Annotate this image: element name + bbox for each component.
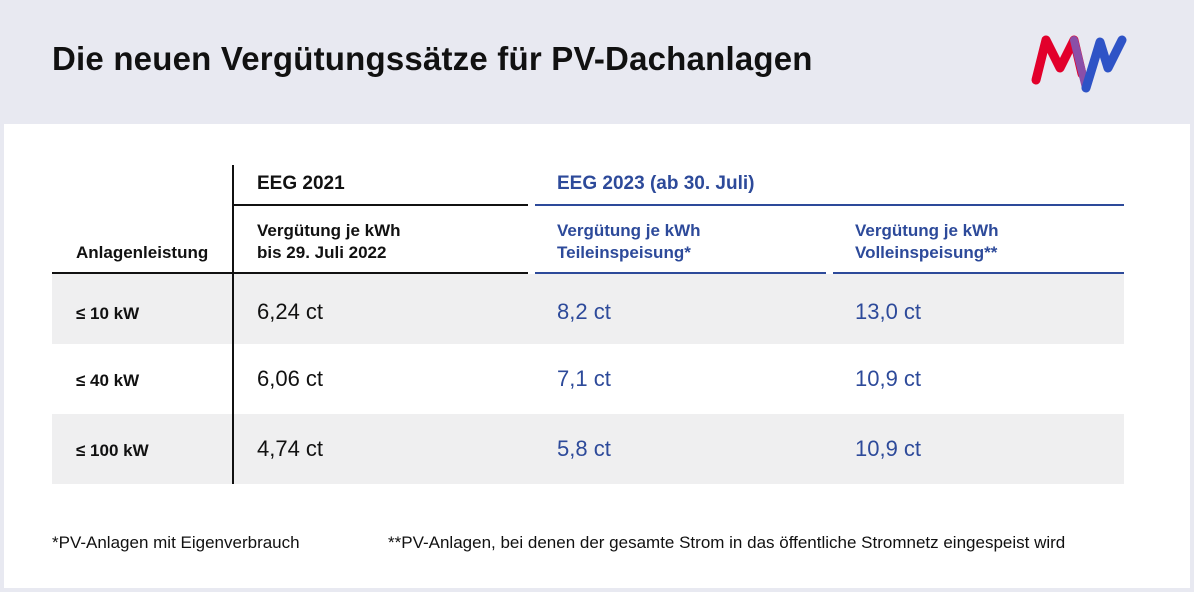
- eeg2021-caption-rule: [234, 204, 528, 206]
- table-card: [4, 124, 1190, 588]
- row-label: ≤ 10 kW: [76, 304, 140, 323]
- teil-value: 5,8 ct: [557, 436, 611, 461]
- teil-value: 8,2 ct: [557, 299, 611, 324]
- voll-sub-line2: Volleinspeisung**: [855, 243, 998, 262]
- mvv-logo-icon: [1031, 35, 1127, 93]
- eeg2021-sub-line2: bis 29. Juli 2022: [257, 243, 387, 262]
- eeg2021-value: 6,06 ct: [257, 366, 324, 391]
- col-label-header: Anlagenleistung: [76, 243, 209, 262]
- eeg2021-caption: EEG 2021: [257, 173, 345, 194]
- eeg2023-caption-rule: [535, 204, 1124, 206]
- eeg2021-sub-header: Vergütung je kWh bis 29. Juli 2022: [257, 220, 401, 264]
- row-label: ≤ 100 kW: [76, 441, 149, 460]
- eeg2021-sub-line1: Vergütung je kWh: [257, 221, 401, 240]
- header-rule-teil: [535, 272, 826, 274]
- teil-sub-line2: Teileinspeisung*: [557, 243, 691, 262]
- table-row-shade: [52, 274, 1124, 344]
- eeg2023-caption: EEG 2023 (ab 30. Juli): [557, 173, 755, 194]
- eeg2021-value: 6,24 ct: [257, 299, 324, 324]
- header-rule-left: [52, 272, 528, 274]
- teil-sub-header: Vergütung je kWh Teileinspeisung*: [557, 220, 701, 264]
- voll-value: 13,0 ct: [855, 299, 922, 324]
- footnote-two: **PV-Anlagen, bei denen der gesamte Stro…: [388, 533, 1066, 552]
- row-label: ≤ 40 kW: [76, 371, 140, 390]
- eeg2021-value: 4,74 ct: [257, 436, 324, 461]
- page-title: Die neuen Vergütungssätze für PV-Dachanl…: [52, 40, 813, 77]
- voll-value: 10,9 ct: [855, 436, 922, 461]
- teil-value: 7,1 ct: [557, 366, 611, 391]
- voll-sub-line1: Vergütung je kWh: [855, 221, 999, 240]
- header: Die neuen Vergütungssätze für PV-Dachanl…: [0, 0, 1194, 124]
- voll-sub-header: Vergütung je kWh Volleinspeisung**: [855, 220, 999, 264]
- footnote-one: *PV-Anlagen mit Eigenverbrauch: [52, 533, 300, 552]
- table-row-shade: [52, 414, 1124, 484]
- voll-value: 10,9 ct: [855, 366, 922, 391]
- header-rule-voll: [833, 272, 1124, 274]
- column-divider: [232, 165, 234, 484]
- teil-sub-line1: Vergütung je kWh: [557, 221, 701, 240]
